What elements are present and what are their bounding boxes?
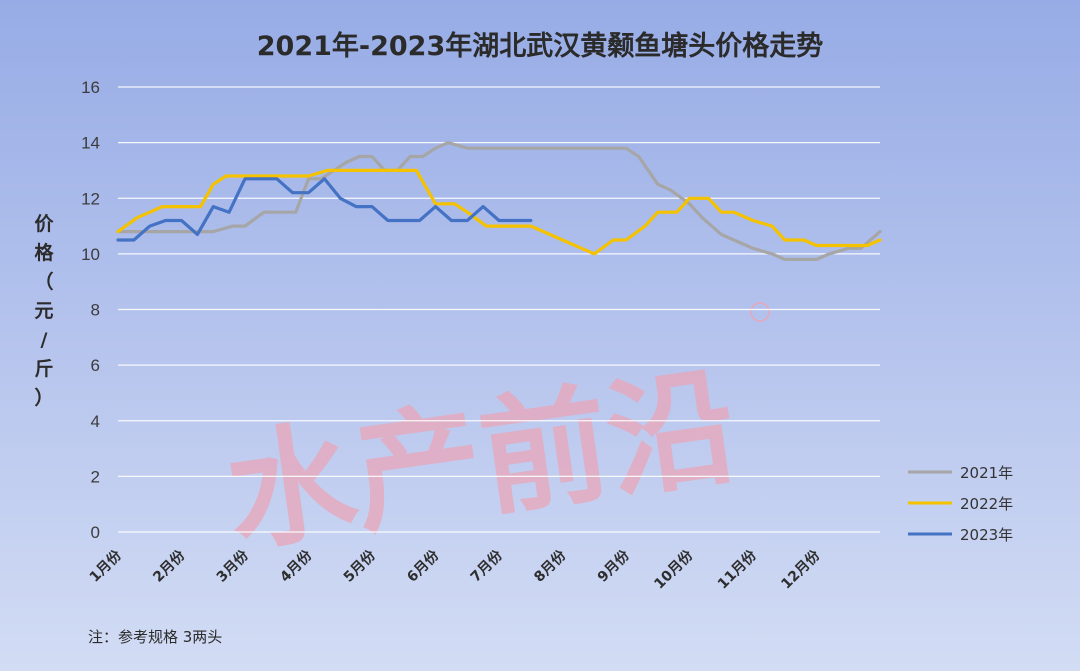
y-tick-label: 8 <box>91 301 100 320</box>
y-tick-label: 10 <box>81 245 100 264</box>
x-tick-label: 1月份 <box>86 546 125 585</box>
series-lines <box>116 141 882 261</box>
y-axis-label-char: / <box>41 329 48 351</box>
series-line-2023年 <box>116 177 533 242</box>
y-tick-label: 12 <box>81 189 100 208</box>
y-axis-ticks: 0 2 4 6 8 10 12 14 16 <box>81 78 100 542</box>
y-tick-label: 14 <box>81 134 100 153</box>
series-line-2021年 <box>116 141 882 261</box>
x-tick-label: 2月份 <box>150 546 189 585</box>
y-axis-label-char: （ <box>34 270 53 293</box>
x-tick-label: 7月份 <box>467 546 506 585</box>
legend-label: 2022年 <box>960 495 1013 513</box>
y-axis-label: 价格 （ 元 / 斤 ） <box>34 213 54 409</box>
x-tick-label: 11月份 <box>714 546 760 592</box>
x-tick-label: 9月份 <box>594 546 633 585</box>
y-axis-label-char: 元 <box>34 300 53 322</box>
y-axis-label-char: 价 <box>34 213 54 235</box>
series-line-2022年 <box>116 168 882 256</box>
legend: 2021年 2022年 2023年 <box>908 464 1013 544</box>
chart-title: 2021年-2023年湖北武汉黄颡鱼塘头价格走势 <box>257 30 824 62</box>
watermark-text: 水产前沿 <box>218 352 746 571</box>
x-axis-ticks: 1月份 2月份 3月份 4月份 5月份 6月份 7月份 8月份 9月份 10月份 11月份 12月份 <box>86 546 824 592</box>
registered-mark <box>750 302 770 322</box>
x-tick-label: 6月份 <box>404 546 443 585</box>
y-axis-label-char: 斤 <box>34 358 53 380</box>
y-tick-label: 0 <box>91 523 100 542</box>
gridlines <box>118 86 880 533</box>
watermark: 水产前沿 <box>218 302 770 571</box>
y-axis-label-char: ） <box>34 386 53 409</box>
y-tick-label: 2 <box>91 467 100 486</box>
y-tick-label: 16 <box>81 78 100 97</box>
x-tick-label: 8月份 <box>531 546 570 585</box>
y-tick-label: 6 <box>91 356 100 375</box>
legend-label: 2021年 <box>960 464 1013 482</box>
legend-label: 2023年 <box>960 526 1013 544</box>
y-tick-label: 4 <box>91 412 100 431</box>
footnote: 注：参考规格 3两头 <box>88 628 222 646</box>
x-tick-label: 12月份 <box>778 546 824 592</box>
y-axis-label-char: 格 <box>34 241 54 264</box>
x-tick-label: 10月份 <box>651 546 697 592</box>
